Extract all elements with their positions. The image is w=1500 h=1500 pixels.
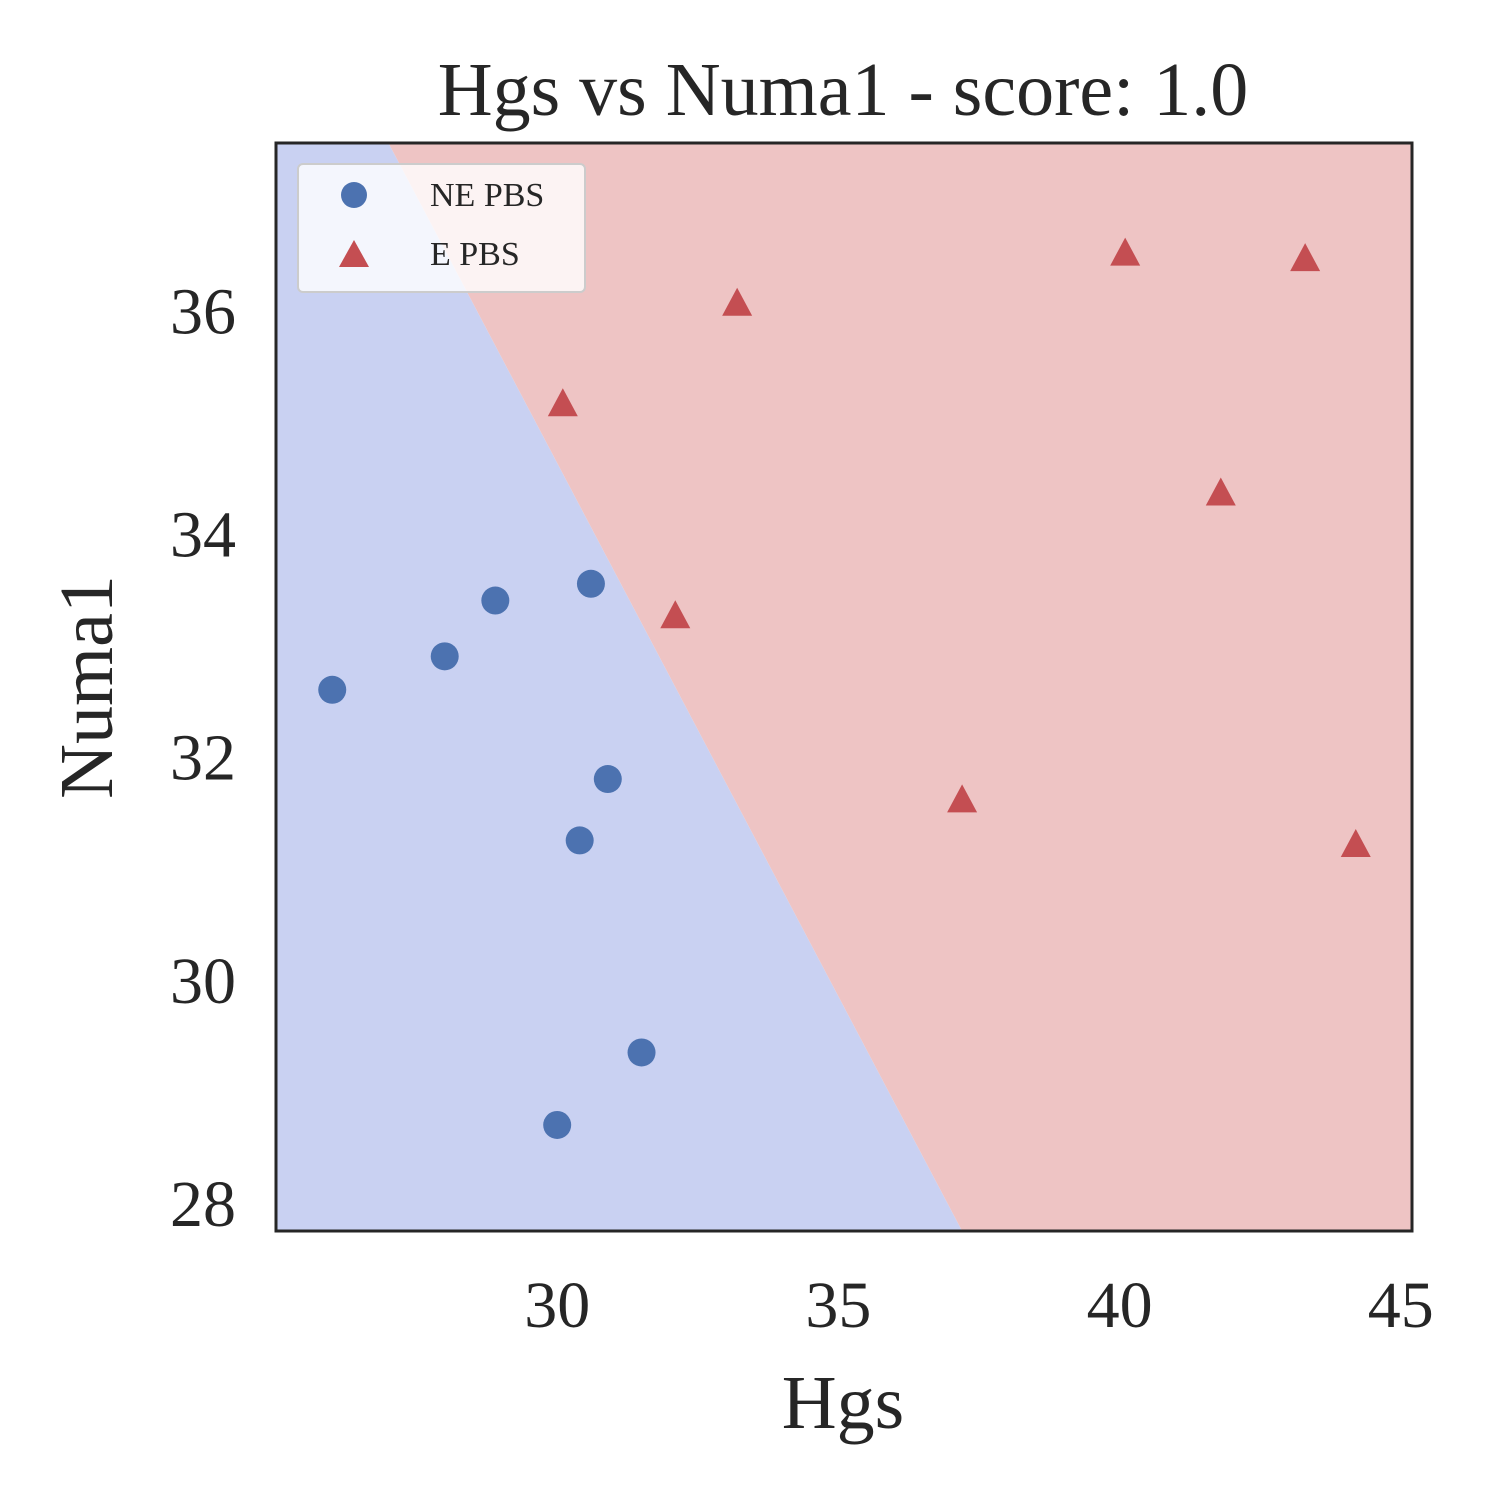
- point-ne-pbs-3: [576, 569, 605, 598]
- point-e-pbs-0: [547, 388, 578, 417]
- y-tick-label-36: 36: [170, 275, 236, 348]
- x-tick-label-30: 30: [524, 1269, 590, 1342]
- point-e-pbs-5: [660, 600, 691, 629]
- point-e-pbs-2: [1110, 237, 1141, 266]
- legend-marker-e-pbs: [339, 240, 369, 267]
- x-tick-label-45: 45: [1368, 1269, 1434, 1342]
- y-axis-label: Numa1: [45, 575, 129, 799]
- point-e-pbs-1: [722, 287, 753, 316]
- point-e-pbs-4: [1205, 477, 1236, 506]
- plot-area: [274, 141, 1414, 1233]
- decision-region-ne: [276, 143, 963, 1231]
- point-e-pbs-3: [1290, 243, 1321, 272]
- y-tick-label-34: 34: [170, 499, 236, 572]
- x-axis-ticks: 30 35 40 45: [524, 1269, 1434, 1342]
- decision-region-e: [388, 143, 1413, 1231]
- point-ne-pbs-5: [565, 826, 594, 855]
- legend-label-e-pbs: E PBS: [430, 236, 520, 273]
- point-e-pbs-6: [947, 784, 978, 813]
- point-ne-pbs-2: [481, 586, 510, 615]
- x-tick-label-35: 35: [805, 1269, 871, 1342]
- y-tick-label-30: 30: [170, 945, 236, 1018]
- point-ne-pbs-0: [318, 675, 347, 704]
- point-ne-pbs-6: [627, 1038, 656, 1067]
- points-layer: [318, 237, 1371, 1139]
- x-axis-label: Hgs: [782, 1361, 904, 1445]
- point-ne-pbs-4: [593, 765, 622, 794]
- plot-frame: [274, 141, 1414, 1233]
- chart-title: Hgs vs Numa1 - score: 1.0: [438, 48, 1249, 132]
- legend: NE PBS E PBS: [297, 163, 586, 293]
- y-axis-ticks: 28 30 32 34 36: [170, 275, 236, 1241]
- y-tick-label-32: 32: [170, 722, 236, 795]
- legend-box: [297, 163, 586, 293]
- legend-marker-ne-pbs: [341, 182, 367, 208]
- x-tick-label-40: 40: [1087, 1269, 1153, 1342]
- point-ne-pbs-1: [430, 642, 459, 671]
- y-tick-label-28: 28: [170, 1168, 236, 1241]
- point-e-pbs-7: [1340, 829, 1371, 858]
- legend-label-ne-pbs: NE PBS: [430, 177, 544, 214]
- point-ne-pbs-7: [543, 1110, 572, 1139]
